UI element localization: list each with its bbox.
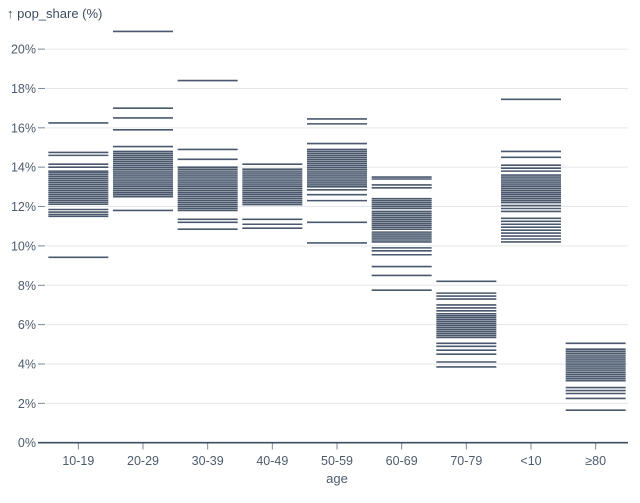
x-tick-label: <10: [520, 454, 541, 468]
y-tick-label: 20%: [11, 43, 36, 57]
y-tick-label: 14%: [11, 161, 36, 175]
x-tick-label: 60-69: [386, 454, 418, 468]
x-tick-label: ≥80: [585, 454, 606, 468]
y-tick-label: 2%: [18, 397, 36, 411]
y-tick-label: 10%: [11, 239, 36, 253]
x-tick-label: 70-79: [450, 454, 482, 468]
y-tick-label: 12%: [11, 200, 36, 214]
y-tick-label: 8%: [18, 279, 36, 293]
chart-title: ↑ pop_share (%): [7, 6, 103, 21]
x-tick-label: 30-39: [192, 454, 224, 468]
y-tick-label: 16%: [11, 121, 36, 135]
x-tick-label: 20-29: [127, 454, 159, 468]
y-tick-label: 18%: [11, 82, 36, 96]
x-axis-label: age: [326, 471, 348, 486]
x-tick-label: 10-19: [62, 454, 94, 468]
x-tick-label: 40-49: [256, 454, 288, 468]
y-tick-label: 6%: [18, 318, 36, 332]
x-tick-label: 50-59: [321, 454, 353, 468]
y-tick-label: 4%: [18, 357, 36, 371]
y-tick-label: 0%: [18, 436, 36, 450]
